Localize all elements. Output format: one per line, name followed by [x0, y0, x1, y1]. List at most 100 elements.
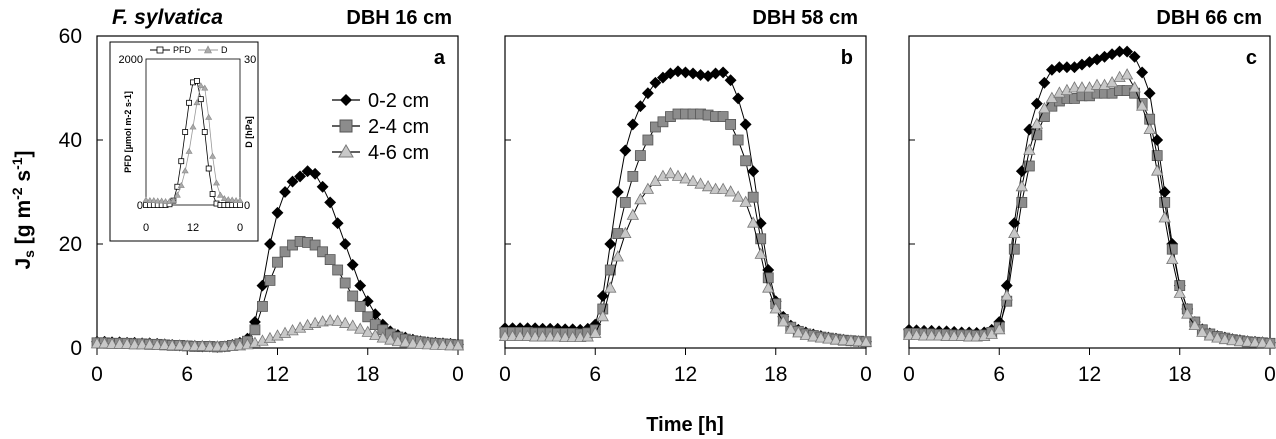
x-tick-label: 12 — [1078, 363, 1101, 386]
data-point — [619, 144, 632, 157]
series-0-2cm — [499, 65, 872, 348]
data-point — [1211, 331, 1224, 343]
data-point — [679, 172, 692, 184]
inset-right-ylabel: D [hPa] — [244, 116, 254, 148]
inset-data-point — [201, 129, 208, 135]
series-line — [505, 113, 867, 343]
data-point — [1031, 129, 1043, 141]
data-point — [309, 167, 322, 180]
data-point — [249, 324, 261, 336]
legend-label-2-4cm: 2-4 cm — [368, 116, 429, 138]
data-point — [740, 155, 752, 167]
legend-label-0-2cm: 0-2 cm — [368, 90, 429, 112]
data-point — [1263, 337, 1276, 349]
data-point — [1038, 76, 1051, 89]
data-point — [664, 166, 677, 179]
inset-data-point — [142, 196, 150, 203]
data-point — [257, 300, 268, 312]
inset-data-point — [186, 99, 192, 106]
inset-data-point — [181, 167, 189, 174]
series-4-6cm — [90, 314, 465, 352]
data-point — [626, 118, 639, 131]
x-axis-label: Time [h] — [646, 414, 723, 436]
data-point — [331, 314, 344, 326]
data-point — [807, 330, 820, 342]
data-point — [1203, 329, 1217, 341]
data-point — [1143, 87, 1156, 100]
data-point — [1121, 45, 1134, 58]
data-point — [90, 337, 104, 349]
data-point — [566, 330, 579, 342]
data-point — [451, 339, 465, 351]
data-point — [1188, 318, 1201, 331]
data-point — [264, 238, 276, 250]
data-point — [694, 177, 707, 189]
data-point — [1023, 143, 1036, 155]
y-tick-label: 40 — [59, 129, 82, 152]
data-point — [657, 71, 669, 84]
data-point — [627, 170, 639, 182]
data-point — [279, 186, 291, 198]
x-tick-label: 6 — [589, 363, 601, 386]
panel-c-x-ticks: 0 6 12 18 0 — [903, 348, 1276, 386]
data-point — [143, 338, 156, 350]
data-point — [1166, 252, 1179, 264]
inset-legend-d: D — [221, 45, 228, 55]
data-point — [754, 217, 767, 230]
data-point — [543, 330, 557, 342]
data-point — [286, 175, 299, 188]
data-point — [324, 254, 336, 266]
data-point — [634, 192, 647, 205]
data-point — [323, 314, 337, 326]
data-point — [717, 66, 730, 79]
inset-data-point — [177, 181, 185, 188]
data-point — [604, 238, 617, 250]
data-point — [309, 239, 321, 251]
svg-text:D [hPa]: D [hPa] — [244, 116, 254, 148]
data-point — [641, 182, 655, 194]
data-point — [619, 226, 632, 238]
data-point — [513, 329, 527, 341]
data-point — [902, 328, 916, 340]
data-point — [619, 196, 631, 208]
inset-data-point — [189, 123, 197, 130]
data-point — [852, 334, 865, 347]
data-point — [203, 340, 216, 352]
x-tick-label: 6 — [993, 363, 1005, 386]
data-point — [732, 92, 745, 105]
data-point — [1248, 335, 1262, 348]
data-point — [158, 338, 171, 350]
series-2-4cm — [499, 108, 872, 348]
data-point — [837, 333, 850, 346]
data-point — [361, 325, 374, 337]
data-point — [1015, 179, 1028, 192]
data-point — [1128, 50, 1141, 63]
inset-data-point — [173, 191, 181, 198]
data-point — [596, 290, 609, 302]
data-point — [1135, 99, 1149, 111]
inset-legend: PFD D — [150, 45, 228, 55]
y-tick-label: 60 — [59, 25, 82, 48]
data-point — [777, 315, 790, 327]
data-point — [755, 233, 767, 245]
legend-triangle-marker — [338, 144, 354, 158]
x-tick-label: 12 — [674, 363, 697, 386]
data-point — [1030, 97, 1043, 110]
data-point — [347, 290, 359, 302]
x-tick-label: 6 — [181, 363, 193, 386]
data-point — [332, 264, 344, 276]
inset-legend-pfd: PFD — [173, 45, 192, 55]
data-point — [421, 338, 435, 350]
data-point — [406, 337, 420, 349]
data-point — [1143, 122, 1156, 134]
inset-data-point — [194, 78, 200, 84]
data-point — [391, 334, 405, 347]
data-point — [346, 319, 359, 331]
data-point — [910, 328, 923, 340]
data-point — [536, 330, 549, 342]
data-point — [784, 322, 797, 334]
data-point — [279, 246, 291, 258]
data-point — [641, 87, 654, 100]
data-point — [717, 111, 729, 122]
